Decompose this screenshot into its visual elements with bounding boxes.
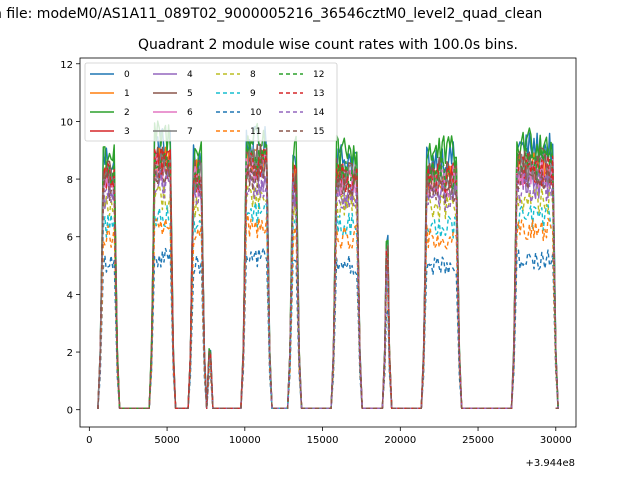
plot-frame [79, 57, 577, 428]
legend-label-10: 10 [250, 108, 262, 118]
x-tick-label: 10000 [229, 435, 261, 446]
x-offset-label: +3.944e8 [525, 458, 575, 469]
figure-suptitle: n file: modeM0/AS1A11_089T02_9000005216_… [0, 6, 542, 22]
legend-label-5: 5 [187, 89, 193, 99]
y-tick-label: 12 [60, 60, 73, 71]
legend-label-13: 13 [313, 89, 324, 99]
chart-title: Quadrant 2 module wise count rates with … [138, 37, 518, 53]
series-line-14 [97, 168, 559, 409]
legend-label-11: 11 [250, 127, 261, 137]
y-tick-label: 8 [67, 175, 73, 186]
y-tick-label: 6 [67, 233, 73, 244]
legend-label-14: 14 [313, 108, 325, 118]
legend-label-7: 7 [187, 127, 193, 137]
series-line-11 [97, 214, 559, 409]
x-axis: 0 5000 10000 15000 20000 25000 30000 [86, 427, 572, 446]
x-tick-label: 25000 [462, 435, 494, 446]
x-tick-label: 20000 [384, 435, 416, 446]
legend-label-12: 12 [313, 70, 324, 80]
x-tick-label: 30000 [540, 435, 572, 446]
legend-box [84, 62, 338, 142]
y-axis: 0 2 4 6 8 10 12 [60, 60, 80, 417]
x-tick-label: 15000 [307, 435, 339, 446]
series-line-15 [97, 159, 559, 409]
y-tick-label: 0 [67, 406, 73, 417]
series-line-13 [97, 150, 559, 409]
legend-label-9: 9 [250, 89, 256, 99]
legend-label-0: 0 [124, 70, 130, 80]
legend-label-15: 15 [313, 127, 324, 137]
y-tick-label: 4 [67, 290, 73, 301]
y-tick-label: 10 [60, 117, 73, 128]
legend-label-4: 4 [187, 70, 193, 80]
y-tick-label: 2 [67, 348, 73, 359]
x-tick-label: 0 [86, 435, 92, 446]
legend-label-8: 8 [250, 70, 256, 80]
x-tick-label: 5000 [154, 435, 179, 446]
legend-label-1: 1 [124, 89, 130, 99]
legend-label-6: 6 [187, 108, 193, 118]
legend-label-2: 2 [124, 108, 130, 118]
legend-label-3: 3 [124, 127, 130, 137]
